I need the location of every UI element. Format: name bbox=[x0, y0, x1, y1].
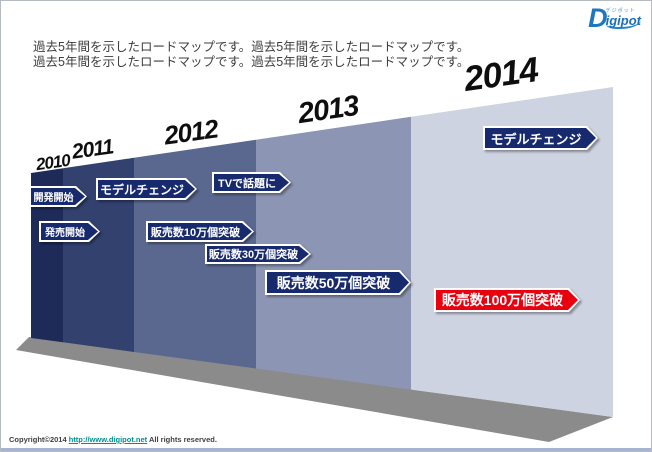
wall-segment-2010 bbox=[31, 168, 63, 343]
logo-initial: D bbox=[588, 3, 608, 33]
milestone-tag-500k: 販売数50万個突破 bbox=[265, 270, 411, 295]
instruction-text: 過去5年間を示したロードマップです。過去5年間を示したロードマップです。 過去5… bbox=[33, 40, 469, 70]
milestone-tag-300k: 販売数30万個突破 bbox=[205, 244, 311, 264]
milestone-tag-100k: 販売数10万個突破 bbox=[146, 221, 254, 242]
logo-stack: デジポット igipot bbox=[605, 8, 641, 29]
wall-segment-2014 bbox=[411, 87, 613, 417]
logo-wordmark: igipot bbox=[605, 13, 641, 29]
milestone-tag-sales-start: 発売開始 bbox=[39, 221, 100, 242]
floor-shadow bbox=[16, 337, 613, 442]
rights-text: All rights reserved. bbox=[149, 435, 217, 444]
digipot-link[interactable]: http://www.digipot.net bbox=[68, 435, 148, 444]
milestone-tag-dev-start: 開発開始 bbox=[29, 186, 87, 207]
footer-copyright: Copyright©2014 http://www.digipot.net Al… bbox=[9, 435, 217, 444]
milestone-tag-model-change-2011: モデルチェンジ bbox=[96, 178, 197, 200]
wall-segment-2011 bbox=[63, 157, 134, 352]
bottom-accent-bar bbox=[1, 448, 651, 451]
wall-segment-2013 bbox=[256, 116, 411, 390]
milestone-tag-model-change-2014: モデルチェンジ bbox=[483, 126, 598, 150]
instruction-line-2: 過去5年間を示したロードマップです。過去5年間を示したロードマップです。 bbox=[33, 55, 470, 69]
digipot-logo: D デジポット igipot bbox=[588, 5, 641, 32]
logo-small-text: デジポット bbox=[605, 8, 636, 14]
instruction-line-1: 過去5年間を示したロードマップです。過去5年間を示したロードマップです。 bbox=[33, 40, 470, 54]
milestone-tag-1m: 販売数100万個突破 bbox=[434, 288, 580, 312]
milestone-tag-tv-topic: TVで話題に bbox=[212, 172, 291, 193]
copyright-text: Copyright©2014 bbox=[9, 435, 67, 444]
